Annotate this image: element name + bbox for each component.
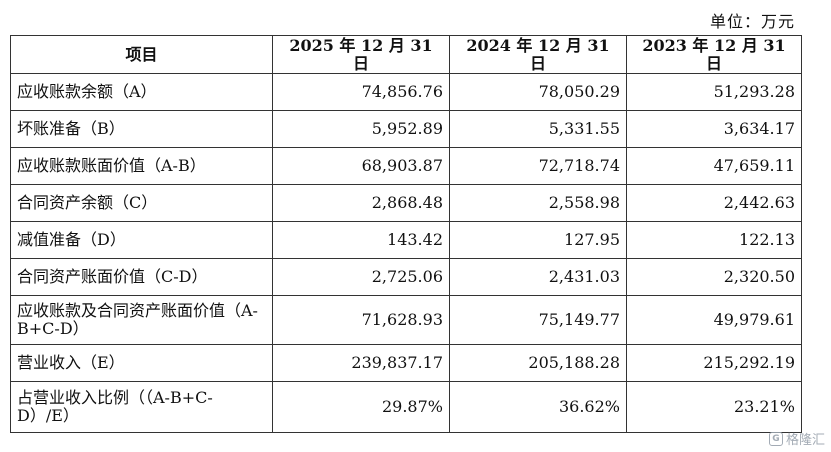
table-row: 合同资产余额（C） 2,868.48 2,558.98 2,442.63 [10,184,802,222]
row-label: 营业收入（E） [10,344,273,382]
cell-value: 68,903.87 [272,147,450,185]
cell-value: 51,293.28 [626,73,802,111]
table-row: 应收账款账面价值（A-B） 68,903.87 72,718.74 47,659… [10,147,802,185]
cell-value: 74,856.76 [272,73,450,111]
row-label: 应收账款及合同资产账面价值（A-B+C-D） [10,295,273,345]
cell-value: 2,320.50 [626,258,802,296]
cell-value: 2,725.06 [272,258,450,296]
cell-value: 127.95 [449,221,627,259]
cell-value: 47,659.11 [626,147,802,185]
watermark: G 格隆汇 [768,429,825,448]
cell-value: 23.21% [626,381,802,433]
header-2024: 2024 年 12 月 31 日 [449,35,627,74]
cell-value: 2,442.63 [626,184,802,222]
row-label: 减值准备（D） [10,221,273,259]
row-label: 合同资产账面价值（C-D） [10,258,273,296]
table-row: 减值准备（D） 143.42 127.95 122.13 [10,221,802,259]
financial-table: 项目 2025 年 12 月 31 日 2024 年 12 月 31 日 202… [10,35,802,433]
cell-value: 143.42 [272,221,450,259]
header-item: 项目 [10,35,273,74]
cell-value: 215,292.19 [626,344,802,382]
table-row: 应收账款余额（A） 74,856.76 78,050.29 51,293.28 [10,73,802,111]
cell-value: 122.13 [626,221,802,259]
cell-value: 2,431.03 [449,258,627,296]
header-2023: 2023 年 12 月 31 日 [626,35,802,74]
cell-value: 71,628.93 [272,295,450,345]
table-row: 合同资产账面价值（C-D） 2,725.06 2,431.03 2,320.50 [10,258,802,296]
watermark-text: 格隆汇 [785,433,825,448]
row-label: 合同资产余额（C） [10,184,273,222]
row-label: 占营业收入比例（（A-B+C-D）/E） [10,381,273,433]
cell-value: 49,979.61 [626,295,802,345]
table-row: 营业收入（E） 239,837.17 205,188.28 215,292.19 [10,344,802,382]
table-header-row: 项目 2025 年 12 月 31 日 2024 年 12 月 31 日 202… [10,35,802,74]
cell-value: 36.62% [449,381,627,433]
cell-value: 5,952.89 [272,110,450,148]
header-2025: 2025 年 12 月 31 日 [272,35,450,74]
cell-value: 78,050.29 [449,73,627,111]
cell-value: 239,837.17 [272,344,450,382]
cell-value: 72,718.74 [449,147,627,185]
row-label: 坏账准备（B） [10,110,273,148]
unit-label: 单位：万元 [709,12,795,31]
row-label: 应收账款余额（A） [10,73,273,111]
cell-value: 29.87% [272,381,450,433]
row-label: 应收账款账面价值（A-B） [10,147,273,185]
cell-value: 2,558.98 [449,184,627,222]
cell-value: 75,149.77 [449,295,627,345]
table-row: 占营业收入比例（（A-B+C-D）/E） 29.87% 36.62% 23.21… [10,381,802,433]
table-row: 应收账款及合同资产账面价值（A-B+C-D） 71,628.93 75,149.… [10,295,802,345]
cell-value: 5,331.55 [449,110,627,148]
glh-logo-icon: G [768,431,783,446]
cell-value: 3,634.17 [626,110,802,148]
cell-value: 2,868.48 [272,184,450,222]
table-row: 坏账准备（B） 5,952.89 5,331.55 3,634.17 [10,110,802,148]
cell-value: 205,188.28 [449,344,627,382]
